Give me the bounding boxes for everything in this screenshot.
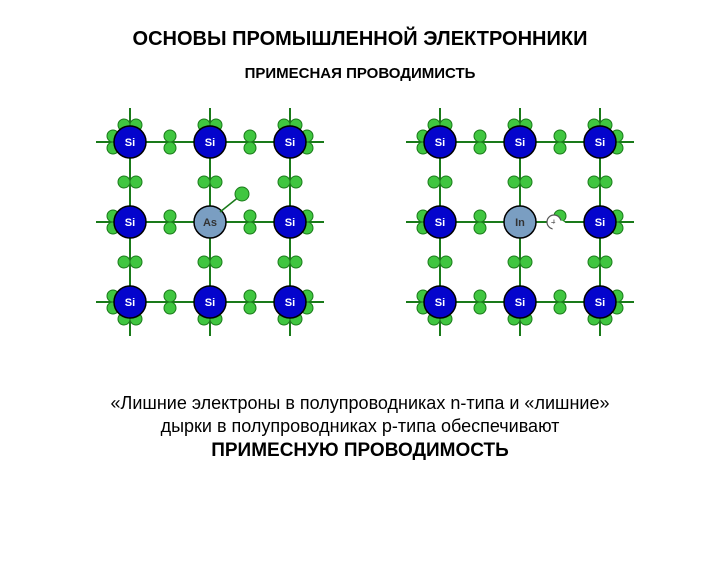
svg-text:Si: Si [125,297,135,309]
svg-text:Si: Si [205,297,215,309]
svg-text:Si: Si [125,217,135,229]
svg-text:Si: Si [285,217,295,229]
caption-line-3: ПРИМЕСНУЮ ПРОВОДИМОСТЬ [211,440,509,461]
svg-text:Si: Si [125,137,135,149]
lattice-p-type: SiSiSiSiInSiSiSiSi+ [400,102,680,372]
caption-line-2: дырки в полупроводниках р-типа обеспечив… [161,416,560,436]
svg-text:Si: Si [595,217,605,229]
svg-text:Si: Si [435,297,445,309]
page-title: ОСНОВЫ ПРОМЫШЛЕННОЙ ЭЛЕКТРОННИКИ [0,28,720,51]
svg-text:Si: Si [515,137,525,149]
svg-text:Si: Si [515,297,525,309]
svg-text:Si: Si [205,137,215,149]
svg-text:Si: Si [435,217,445,229]
page-subtitle: ПРИМЕСНАЯ ПРОВОДИМИСТЬ [0,65,720,82]
caption: «Лишние электроны в полупроводниках n-ти… [0,392,720,463]
lattice-diagrams: SiSiSiSiAsSiSiSiSi SiSiSiSiInSiSiSiSi+ [0,102,720,382]
svg-text:Si: Si [285,297,295,309]
svg-text:In: In [515,217,525,229]
svg-text:Si: Si [595,137,605,149]
caption-line-1: «Лишние электроны в полупроводниках n-ти… [111,393,610,413]
lattice-n-type: Si Si Si Si As Si Si Si Si [90,102,370,372]
svg-text:Si: Si [595,297,605,309]
svg-text:As: As [203,217,217,229]
svg-text:Si: Si [285,137,295,149]
svg-text:Si: Si [435,137,445,149]
